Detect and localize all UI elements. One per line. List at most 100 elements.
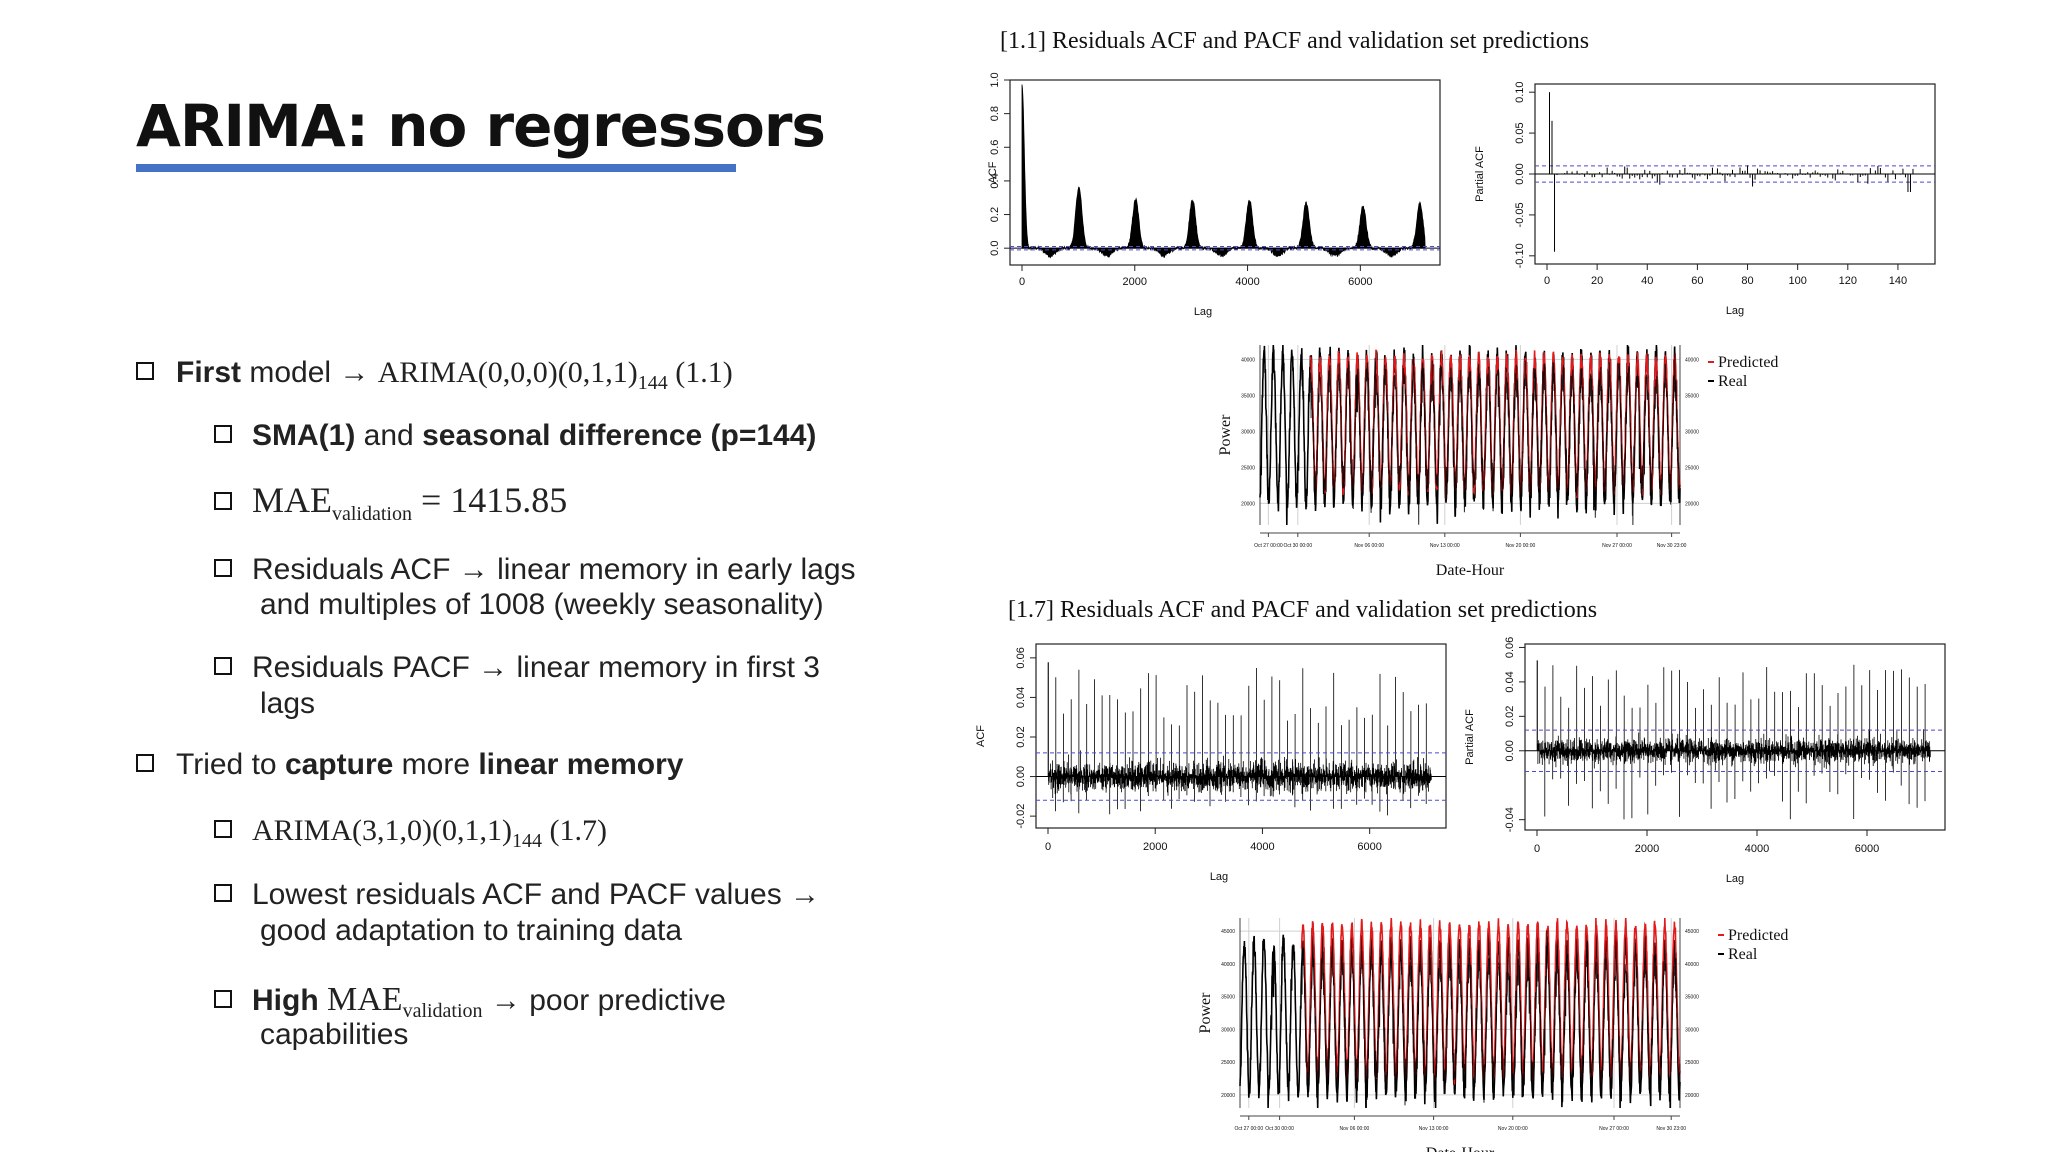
- y-tick-label: 20000: [1241, 501, 1255, 507]
- bullet-mae: MAEvalidation = 1415.85: [214, 482, 567, 532]
- legend-label-predicted: Predicted: [1728, 927, 1788, 944]
- y-tick-label: 1.0: [989, 72, 1001, 87]
- x-tick-label: 2000: [1635, 843, 1659, 855]
- x-tick-label: 60: [1691, 275, 1703, 287]
- x-axis-label: Lag: [1210, 871, 1228, 883]
- y-tick-label-right: 30000: [1685, 1027, 1699, 1033]
- x-tick-label: 100: [1788, 275, 1806, 287]
- plot-frame: [1009, 79, 1441, 266]
- y-tick-label: 0.00: [1514, 163, 1526, 184]
- x-tick-label: 4000: [1250, 841, 1274, 853]
- y-tick-label: 35000: [1241, 393, 1255, 399]
- slide-title: ARIMA: no regressors: [136, 92, 826, 160]
- y-tick-label: 0.04: [1015, 687, 1027, 708]
- predictions-chart-1-1: 20000 20000 25000 25000 30000 30000 35000 35000…: [1217, 344, 1778, 579]
- x-tick-label: Nov 30 23:00: [1657, 543, 1687, 549]
- bullet-sma: SMA(1) and seasonal difference (p=144): [214, 418, 816, 454]
- bullet-residuals-pacf: Residuals PACF → linear memory in first …: [214, 650, 820, 686]
- bullet-residuals-acf: Residuals ACF → linear memory in early l…: [214, 552, 856, 588]
- y-tick-label-right: 30000: [1685, 429, 1699, 435]
- checkbox-bullet-icon: [214, 820, 232, 838]
- y-tick-label: 30000: [1221, 1027, 1235, 1033]
- correlation-series: [1536, 660, 1931, 820]
- predictions-chart-1-7: 20000 20000 25000 25000 30000 30000 35000 35000…: [1197, 917, 1788, 1152]
- y-tick-label: 0.8: [989, 106, 1001, 121]
- checkbox-bullet-icon: [214, 559, 232, 577]
- legend-label-predicted: Predicted: [1718, 354, 1778, 371]
- x-tick-label: 80: [1741, 275, 1753, 287]
- title-underline: [136, 164, 736, 172]
- x-axis-label: Lag: [1194, 306, 1212, 318]
- legend-label-real: Real: [1718, 373, 1748, 390]
- y-axis-label: Partial ACF: [1464, 709, 1476, 765]
- bullet-high-mae: High MAEvalidation → poor predictive: [214, 982, 726, 1029]
- y-tick-label: 0.2: [989, 207, 1001, 222]
- y-tick-label: -0.02: [1015, 804, 1027, 829]
- checkbox-bullet-icon: [214, 990, 232, 1008]
- y-tick-label: 0.05: [1514, 122, 1526, 143]
- x-tick-label: 0: [1544, 275, 1550, 287]
- x-axis-label: Date-Hour: [1426, 1145, 1495, 1152]
- y-tick-label: 0.10: [1514, 81, 1526, 102]
- y-tick-label: 0.06: [1504, 637, 1516, 658]
- checkbox-bullet-icon: [136, 754, 154, 772]
- y-tick-label: 0.02: [1015, 726, 1027, 747]
- bullet-high-mae-cont: capabilities: [260, 1018, 409, 1051]
- pacf-chart-1-1: -0.10 -0.05 0.00 0.05 0.10 0 20 40 60 80 100 120 140…: [1474, 81, 1936, 317]
- checkbox-bullet-icon: [214, 492, 232, 510]
- x-tick-label: 2000: [1143, 841, 1167, 853]
- y-tick-label: 0.04: [1504, 671, 1516, 692]
- y-tick-label: -0.05: [1514, 202, 1526, 227]
- x-tick-label: 6000: [1357, 841, 1381, 853]
- y-tick-label: 0.06: [1015, 647, 1027, 668]
- x-tick-label: Nov 20 00:00: [1506, 543, 1536, 549]
- y-axis-label: Power: [1197, 992, 1214, 1034]
- x-axis-label: Date-Hour: [1436, 562, 1505, 579]
- x-tick-label: 20: [1591, 275, 1603, 287]
- bullet-first-model: First model → ARIMA(0,0,0)(0,1,1)144 (1.…: [136, 355, 733, 401]
- y-tick-label: 0.00: [1015, 766, 1027, 787]
- y-axis-label: ACF: [987, 161, 999, 183]
- x-tick-label: 6000: [1348, 276, 1372, 288]
- x-axis-label: Lag: [1726, 873, 1744, 885]
- y-axis-label: ACF: [975, 725, 987, 747]
- y-tick-label-right: 20000: [1685, 1093, 1699, 1099]
- y-tick-label-right: 20000: [1685, 501, 1699, 507]
- x-tick-label: 40: [1641, 275, 1653, 287]
- x-tick-label: Oct 27 00:00: [1254, 543, 1283, 549]
- bullet-residuals-acf-cont: and multiples of 1008 (weekly seasonalit…: [260, 588, 824, 621]
- x-tick-label: Oct 30 00:00: [1283, 543, 1312, 549]
- y-axis-label: Power: [1217, 414, 1234, 456]
- bullet-tried-capture: Tried to capture more linear memory: [136, 747, 683, 783]
- x-tick-label: Nov 06 00:00: [1354, 543, 1384, 549]
- x-tick-label: Nov 27 00:00: [1602, 543, 1632, 549]
- x-tick-label: 4000: [1745, 843, 1769, 855]
- bullet-residuals-pacf-cont: lags: [260, 687, 316, 720]
- x-tick-label: Oct 30 00:00: [1265, 1126, 1294, 1132]
- acf-chart-1-7: -0.02 0.00 0.02 0.04 0.06 0 2000 4000 6000 Lag ACF: [975, 643, 1447, 883]
- acf-chart-1-1: 0.0 0.2 0.4 0.6 0.8 1.0 0 2000 4000 6000 Lag ACF: [987, 72, 1441, 318]
- x-tick-label: 6000: [1855, 843, 1879, 855]
- x-tick-label: 140: [1889, 275, 1907, 287]
- y-tick-label: 25000: [1221, 1060, 1235, 1066]
- plot-frame: [1035, 643, 1447, 829]
- x-tick-label: 4000: [1235, 276, 1259, 288]
- checkbox-bullet-icon: [214, 884, 232, 902]
- x-tick-label: Nov 20 00:00: [1498, 1126, 1528, 1132]
- y-tick-label-right: 40000: [1685, 357, 1699, 363]
- checkbox-bullet-icon: [136, 362, 154, 380]
- x-tick-label: Nov 13 00:00: [1430, 543, 1460, 549]
- x-tick-label: 120: [1839, 275, 1857, 287]
- y-tick-label-right: 40000: [1685, 962, 1699, 968]
- y-tick-label-right: 25000: [1685, 1060, 1699, 1066]
- y-tick-label: 0.6: [989, 140, 1001, 155]
- y-tick-label: 40000: [1241, 357, 1255, 363]
- checkbox-bullet-icon: [214, 425, 232, 443]
- bullet-lowest-residuals: Lowest residuals ACF and PACF values →: [214, 877, 820, 913]
- plot-frame: [1524, 643, 1946, 831]
- y-tick-label-right: 25000: [1685, 465, 1699, 471]
- x-tick-label: 0: [1019, 276, 1025, 288]
- y-tick-label-right: 35000: [1685, 995, 1699, 1001]
- x-tick-label: Nov 13 00:00: [1419, 1126, 1449, 1132]
- y-tick-label: 30000: [1241, 429, 1255, 435]
